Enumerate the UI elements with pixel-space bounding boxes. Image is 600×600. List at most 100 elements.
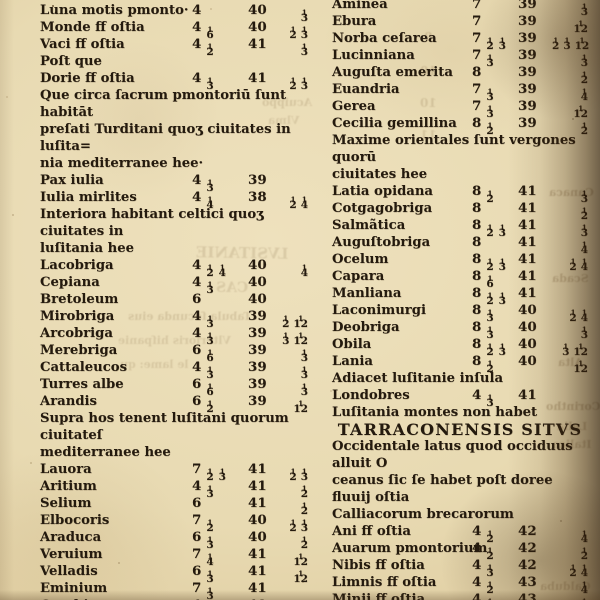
table-row: Vaci ff oſtia 4 1 2 41 1 3 (40, 36, 308, 59)
place-name: Norba ceſarea (332, 31, 437, 46)
table-row: Monde ff oſtia 4 1 6 40 1 2 1 3 (40, 19, 308, 42)
longitude-value: 6 (192, 291, 202, 307)
place-name: Minij ff oſtia (332, 591, 472, 600)
place-name: Ebura (332, 14, 377, 29)
place-name: Londobres (332, 388, 410, 403)
latitude-degrees: 39 (248, 376, 267, 392)
place-name: Arcobriga (40, 326, 113, 341)
latitude-degrees: 40 (248, 529, 267, 545)
fraction-glyph: 13 (486, 564, 493, 579)
place-name: Arandis (40, 394, 97, 409)
fraction-glyph: 13 (499, 37, 506, 52)
table-row: Dorie ff oſtia 4 1 3 41 1 2 1 3 (40, 70, 308, 92)
place-name: Auguſta emerita (332, 65, 453, 80)
place-name: Deobriga (332, 320, 400, 335)
place-name: Salmãtica (332, 218, 406, 233)
longitude-value: 412 (472, 523, 518, 545)
table-row: Bretoleum 6 40 (40, 291, 308, 308)
latitude-degrees: 39 (248, 325, 267, 341)
place-name: Gerea (332, 99, 376, 114)
latitude-degrees: 40 (248, 274, 267, 290)
longitude-value: 713 (472, 47, 518, 69)
table-row: Cattaleucos 4 1 3 39 1 3 (40, 359, 308, 381)
longitude-value: 4 (192, 2, 202, 18)
section-note: Interiora habitant celtici quoʒ ciuitate… (40, 207, 264, 256)
place-name: Auguſtobriga (332, 235, 431, 250)
fraction-glyph: 12 (486, 530, 493, 545)
table-row: Pax iulia 4 1 3 39 (40, 172, 308, 194)
place-name: Veruium (40, 547, 103, 562)
place-name: Manliana (332, 286, 402, 301)
place-name: Mirobriga (40, 309, 115, 324)
bottom-edge-shadow (0, 590, 600, 600)
place-name: Latia opidana (332, 184, 433, 199)
section-note: Que circa ſacrum pmontoriū ſunt habitāt … (40, 88, 291, 171)
latitude-degrees: 41 (248, 461, 267, 477)
fraction-glyph: 12 (486, 37, 493, 52)
latitude-degrees: 40 (248, 257, 267, 273)
section-note: Calliacorum brecarorum (332, 507, 514, 522)
place-name: Ocelum (332, 252, 389, 267)
place-name: Cecilia gemillina (332, 116, 457, 131)
fraction-glyph: 13 (206, 587, 213, 600)
latitude-degrees: 40 (248, 512, 267, 528)
place-name: Aritium (40, 479, 97, 494)
place-name: Velladis (40, 564, 98, 579)
place-name: Capara (332, 269, 385, 284)
latitude-degrees: 40 (248, 597, 282, 600)
place-name: Aminea (332, 0, 388, 12)
latitude-degrees: 39 (248, 342, 267, 358)
longitude-value: 413 (472, 591, 518, 600)
place-name: Nibis ff oſtia (332, 558, 425, 573)
place-name: Iulia mirlites (40, 190, 137, 205)
latitude-fraction: 1 2 1 12 (282, 314, 308, 331)
